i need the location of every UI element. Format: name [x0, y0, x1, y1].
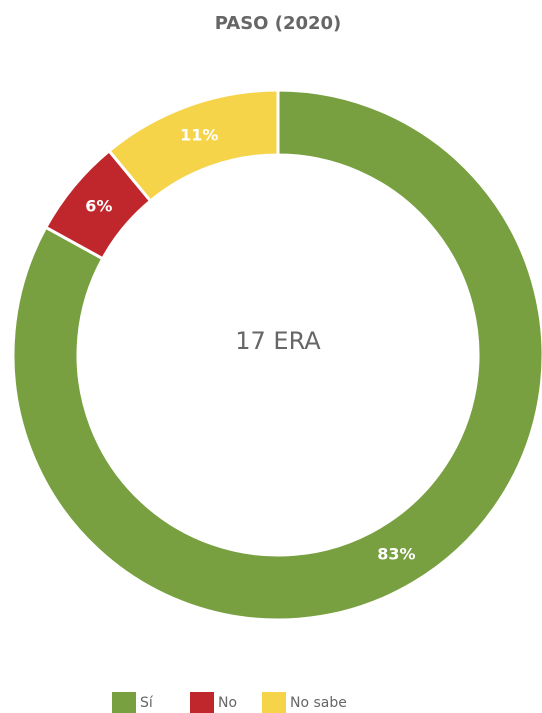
- donut-slice: [11, 88, 542, 622]
- legend-swatch: [262, 692, 286, 713]
- legend-swatch: [112, 692, 136, 713]
- data-label: 83%: [377, 545, 415, 564]
- legend-label: No sabe: [290, 695, 347, 711]
- legend-swatch: [190, 692, 214, 713]
- legend-label: Sí: [140, 695, 154, 711]
- chart-title: PASO (2020): [215, 13, 342, 34]
- data-label: 6%: [85, 196, 112, 215]
- legend-label: No: [218, 695, 237, 711]
- center-label: 17 ERA: [235, 327, 321, 355]
- data-label: 11%: [180, 126, 218, 145]
- donut-slice: [106, 88, 280, 204]
